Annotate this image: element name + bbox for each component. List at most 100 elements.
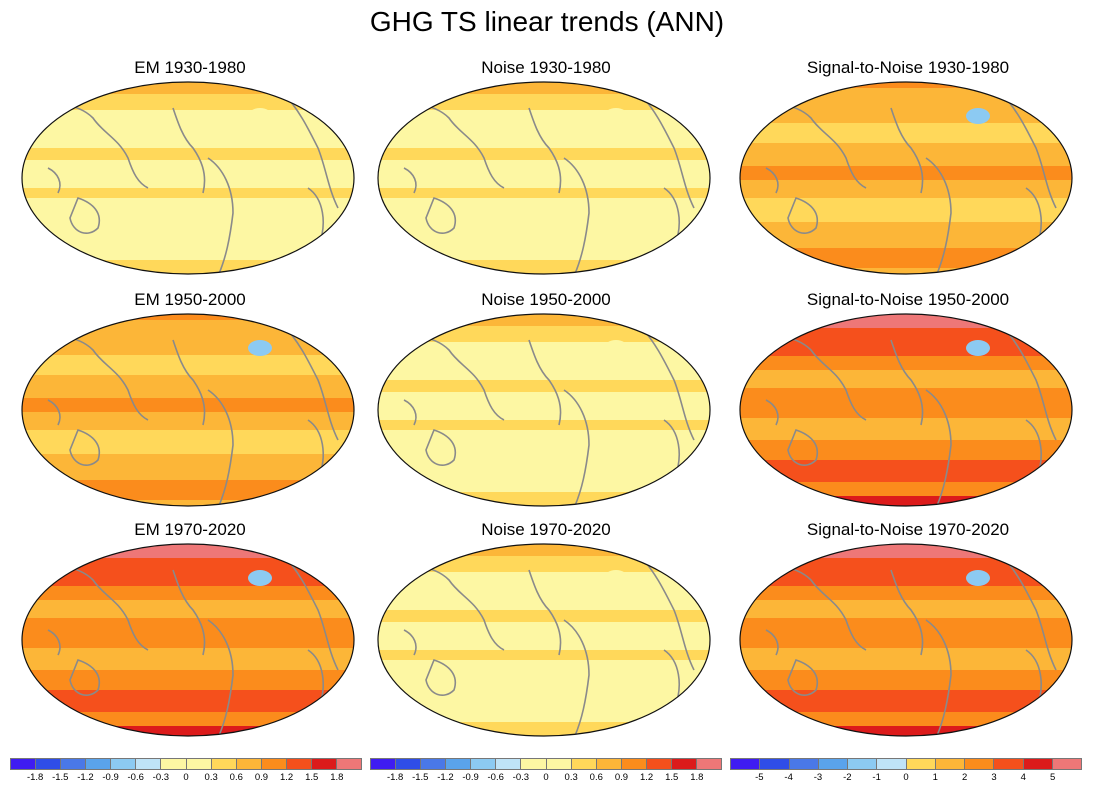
field-band xyxy=(22,314,354,320)
colorbar-tick-label: -0.9 xyxy=(102,772,119,783)
field-band xyxy=(378,148,710,160)
colorbar-boxes xyxy=(370,758,722,770)
map-panel: Noise 1950-2000 xyxy=(376,290,716,520)
colorbar-box xyxy=(571,759,597,769)
colorbar-boxes xyxy=(730,758,1082,770)
colorbar-tick-label: 5 xyxy=(1050,772,1056,783)
coastline xyxy=(787,429,818,466)
coastline xyxy=(425,659,456,696)
colorbar-boxes xyxy=(10,758,362,770)
colorbar-box xyxy=(935,759,965,769)
robinson-map xyxy=(21,313,355,507)
field-band xyxy=(740,248,1072,268)
map-panel: EM 1970-2020 xyxy=(20,520,360,750)
colorbar-box xyxy=(61,759,87,769)
colorbar-box xyxy=(286,759,312,769)
field-band xyxy=(378,188,710,198)
coastline xyxy=(765,167,779,194)
map-outline xyxy=(21,313,355,507)
field-band xyxy=(22,648,354,670)
map-panel: Noise 1930-1980 xyxy=(376,58,716,288)
colorbar-box xyxy=(36,759,62,769)
coastline xyxy=(528,569,562,656)
colorbar-box xyxy=(236,759,262,769)
coastline xyxy=(638,324,695,441)
coastline xyxy=(282,324,339,441)
map-outline xyxy=(21,81,355,275)
colorbar-tick-label: -0.6 xyxy=(127,772,144,783)
coastline xyxy=(172,569,206,656)
field-band xyxy=(22,544,354,560)
colorbar-box xyxy=(211,759,237,769)
colorbar-box xyxy=(994,759,1024,769)
colorbar-tick-label: -0.6 xyxy=(487,772,504,783)
coastline xyxy=(403,629,417,656)
field-band xyxy=(22,430,354,454)
north-atlantic-spot xyxy=(966,340,990,356)
north-atlantic-spot xyxy=(966,108,990,124)
field-band xyxy=(22,94,354,110)
panel-title: Noise 1970-2020 xyxy=(481,520,611,539)
coastline xyxy=(563,157,590,274)
field-band xyxy=(740,496,1072,506)
coastline xyxy=(890,339,924,426)
field-band xyxy=(740,648,1072,670)
colorbar-box xyxy=(337,759,362,769)
colorbar-box xyxy=(818,759,848,769)
colorbar-box xyxy=(11,759,37,769)
colorbar-tick-label: 0.6 xyxy=(229,772,243,783)
field-band xyxy=(378,380,710,392)
colorbar-tick-label: 1.5 xyxy=(665,772,679,783)
colorbar-box xyxy=(546,759,572,769)
field-band xyxy=(22,398,354,412)
colorbar-tick-label: -0.3 xyxy=(152,772,170,783)
map-panel: EM 1950-2000 xyxy=(20,290,360,520)
colorbar-box xyxy=(136,759,162,769)
colorbar-box xyxy=(646,759,672,769)
north-atlantic-spot xyxy=(248,108,272,124)
coastline xyxy=(1000,554,1057,671)
coastline xyxy=(207,389,234,506)
colorbar-box xyxy=(371,759,397,769)
robinson-map xyxy=(21,81,355,275)
colorbar-tick-label: -1.5 xyxy=(412,772,429,783)
robinson-map xyxy=(377,313,711,507)
panel-title: EM 1970-2020 xyxy=(134,520,246,539)
coastline xyxy=(69,197,100,234)
north-atlantic-spot xyxy=(604,570,628,586)
north-atlantic-spot xyxy=(248,340,272,356)
map-panel: EM 1930-1980 xyxy=(20,58,360,288)
coastline xyxy=(282,554,339,671)
colorbar-box xyxy=(1023,759,1053,769)
field-band xyxy=(740,123,1072,143)
map-outline xyxy=(377,543,711,737)
field-band xyxy=(740,690,1072,712)
colorbar-labels: -1.8 -1.5 -1.2 -0.9 -0.6 -0.3 0 0.3 0.6 0.9 1.2 1.5… xyxy=(370,770,722,784)
colorbar-tick-label: -2 xyxy=(843,772,852,783)
field-band xyxy=(740,82,1072,88)
field-band xyxy=(378,610,710,622)
robinson-map xyxy=(21,543,355,737)
field-band xyxy=(740,198,1072,222)
north-atlantic-spot xyxy=(248,570,272,586)
coastline xyxy=(563,389,590,506)
coastline xyxy=(765,399,779,426)
coastline xyxy=(69,429,100,466)
colorbar-box xyxy=(186,759,212,769)
colorbar-tick-label: 0.3 xyxy=(564,772,578,783)
coastline xyxy=(787,659,818,696)
map-outline xyxy=(739,543,1073,737)
colorbar-tick-label: 0.9 xyxy=(254,772,269,783)
colorbar-tick-label: 0.3 xyxy=(204,772,218,783)
colorbar-labels: -5 -4 -3 -2 -1 0 1 2 3 4 5 xyxy=(730,770,1082,784)
coastline xyxy=(563,619,590,736)
coastline xyxy=(638,92,695,209)
colorbar-box xyxy=(760,759,790,769)
coastline xyxy=(47,399,61,426)
coastline xyxy=(47,167,61,194)
colorbar-box xyxy=(671,759,698,769)
field-band xyxy=(378,420,710,430)
colorbar-tick-label: 4 xyxy=(1020,772,1026,783)
coastline xyxy=(787,197,818,234)
colorbar-tick-label: 3 xyxy=(991,772,997,783)
